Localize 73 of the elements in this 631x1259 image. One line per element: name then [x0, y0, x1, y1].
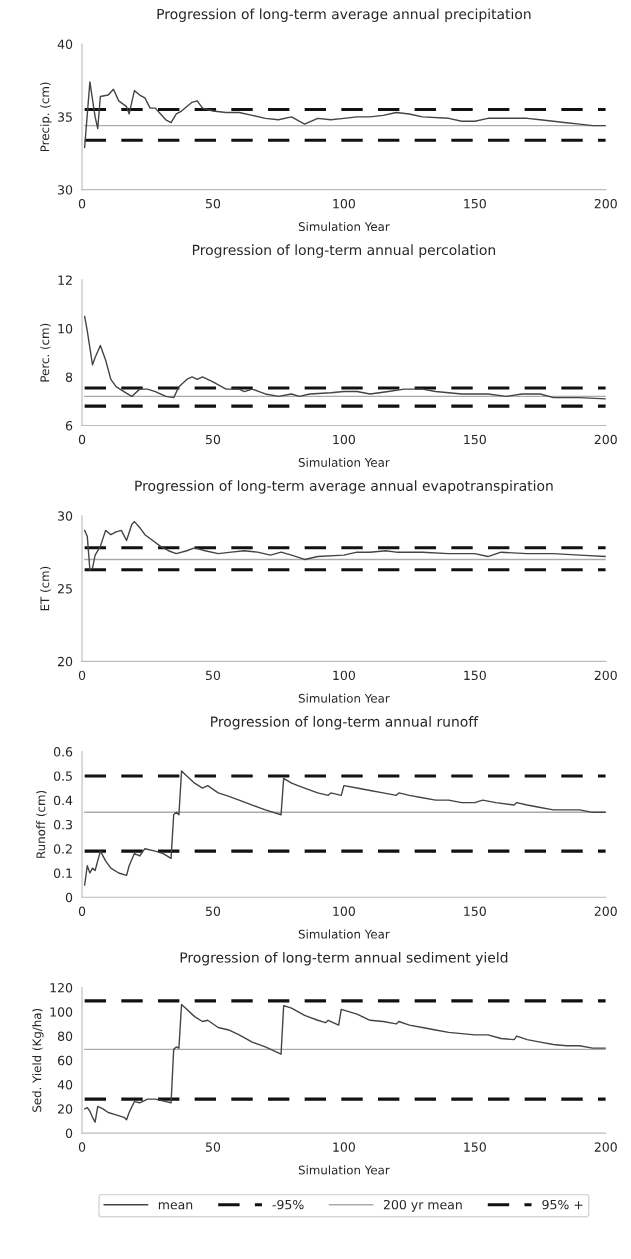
y-tick-label: 20 — [58, 1104, 73, 1114]
x-axis-title: Simulation Year — [298, 693, 390, 703]
y-tick-label: 0 — [65, 1128, 73, 1139]
x-tick-label: 150 — [464, 906, 486, 916]
y-tick-label: 30 — [58, 185, 73, 195]
y-tick-label: 8 — [65, 372, 73, 382]
y-tick-label: 0.5 — [53, 771, 72, 781]
legend-label: 95% + — [542, 1199, 583, 1210]
x-tick-label: 150 — [464, 434, 486, 445]
x-tick-label: 200 — [594, 434, 617, 445]
y-axis-title: Sed. Yield (Kg/ha) — [32, 1008, 44, 1112]
y-tick-label: 0.6 — [53, 747, 73, 757]
x-axis-title: Simulation Year — [298, 221, 390, 232]
x-tick-label: 150 — [464, 198, 486, 209]
y-tick-label: 60 — [57, 1055, 73, 1066]
x-tick-label: 0 — [78, 906, 86, 916]
chart-title: Progression of long-term average annual precipitation — [157, 8, 531, 22]
y-tick-label: 6 — [65, 420, 73, 431]
x-tick-label: 200 — [594, 1142, 617, 1152]
x-tick-label: 100 — [333, 906, 355, 916]
line-series — [83, 315, 606, 400]
x-tick-label: 50 — [205, 1142, 221, 1152]
x-tick-label: 50 — [205, 434, 221, 445]
chart-title: Progression of long-term average annual evapotranspiration — [135, 480, 553, 494]
y-tick-label: 0 — [65, 892, 73, 903]
y-axis-title: Runoff (cm) — [36, 790, 47, 858]
y-axis-title: ET (cm) — [40, 566, 51, 611]
y-tick-label: 40 — [57, 39, 73, 49]
chart-title: Progression of long-term annual percolation — [192, 244, 496, 258]
y-tick-label: 10 — [58, 323, 73, 334]
y-tick-label: 20 — [58, 656, 73, 667]
y-axis-title: Perc. (cm) — [40, 323, 51, 382]
y-tick-label: 0.1 — [53, 868, 72, 878]
x-tick-label: 50 — [205, 670, 221, 681]
x-tick-label: 150 — [464, 1142, 486, 1152]
y-tick-label: 100 — [50, 1007, 73, 1017]
y-tick-label: 40 — [57, 1080, 73, 1090]
x-tick-label: 0 — [78, 670, 86, 681]
y-tick-label: 0.4 — [53, 795, 73, 806]
x-tick-label: 100 — [333, 434, 355, 445]
x-tick-label: 200 — [594, 198, 617, 209]
x-tick-label: 50 — [205, 198, 221, 209]
line-series — [83, 81, 606, 149]
legend-label: 200 yr mean — [383, 1199, 462, 1212]
x-tick-label: 100 — [333, 670, 355, 681]
y-tick-label: 80 — [57, 1031, 73, 1041]
y-tick-label: 25 — [58, 584, 72, 594]
x-tick-label: 200 — [594, 906, 617, 916]
legend-label: mean — [158, 1202, 193, 1210]
x-tick-label: 100 — [333, 1142, 355, 1152]
y-tick-label: 30 — [58, 511, 73, 521]
x-axis-title: Simulation Year — [298, 929, 390, 939]
y-tick-label: 0.2 — [53, 844, 72, 854]
legend-label: -95% — [272, 1199, 304, 1210]
x-tick-label: 100 — [333, 198, 355, 209]
x-tick-label: 0 — [78, 434, 86, 445]
chart-title: Progression of long-term annual sediment yield — [180, 951, 508, 966]
line-series — [83, 1003, 606, 1123]
y-tick-label: 35 — [58, 112, 72, 122]
x-tick-label: 0 — [78, 1142, 86, 1152]
line-series — [83, 520, 606, 571]
y-axis-title: Precip. (cm) — [40, 82, 52, 152]
chart-title: Progression of long-term annual runoff — [211, 716, 479, 730]
y-tick-label: 120 — [50, 982, 73, 993]
x-tick-label: 200 — [594, 670, 617, 681]
x-axis-title: Simulation Year — [298, 1165, 390, 1175]
y-tick-label: 0.3 — [53, 819, 72, 830]
x-tick-label: 50 — [205, 906, 221, 916]
y-tick-label: 12 — [58, 275, 72, 285]
x-tick-label: 0 — [78, 198, 86, 209]
x-tick-label: 150 — [464, 670, 486, 681]
x-axis-title: Simulation Year — [298, 457, 390, 467]
line-series — [83, 770, 606, 886]
